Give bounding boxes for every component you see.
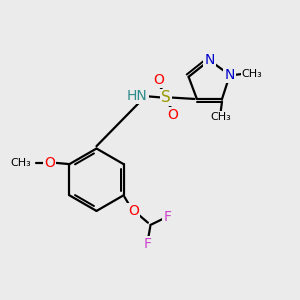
Text: CH₃: CH₃ bbox=[11, 158, 32, 168]
Text: O: O bbox=[168, 108, 178, 122]
Text: O: O bbox=[128, 204, 140, 218]
Text: F: F bbox=[144, 237, 152, 251]
Text: N: N bbox=[225, 68, 235, 82]
Text: CH₃: CH₃ bbox=[210, 112, 231, 122]
Text: HN: HN bbox=[127, 89, 148, 103]
Text: N: N bbox=[204, 53, 214, 67]
Text: CH₃: CH₃ bbox=[242, 68, 262, 79]
Text: O: O bbox=[153, 73, 164, 87]
Text: S: S bbox=[161, 90, 170, 105]
Text: O: O bbox=[44, 156, 55, 170]
Text: F: F bbox=[164, 210, 172, 224]
